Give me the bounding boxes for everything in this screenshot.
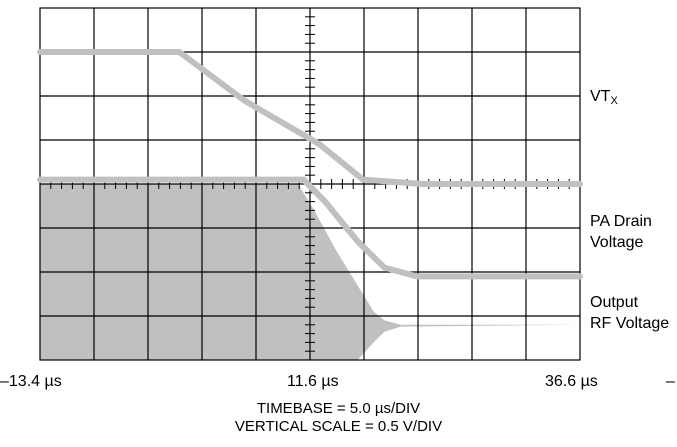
x-tick-label-left: –13.4 µs bbox=[0, 373, 62, 390]
x-tick-label-right: 36.6 µs bbox=[545, 373, 598, 390]
vtx-trace-label: VTX bbox=[590, 87, 618, 111]
vtx-trace bbox=[37, 49, 583, 187]
pa-drain-voltage-trace bbox=[37, 176, 583, 280]
pa-drain-label-line2: Voltage bbox=[590, 234, 644, 251]
timebase-note: TIMEBASE = 5.0 µs/DIV bbox=[256, 400, 421, 417]
vertical-scale-note: VERTICAL SCALE = 0.5 V/DIV bbox=[234, 418, 443, 435]
vtx-label-main: VT bbox=[590, 88, 611, 105]
trace-lines-layer bbox=[37, 49, 583, 280]
pa-drain-label-line1: PA Drain bbox=[590, 213, 652, 230]
x-tick-label-mid: 11.6 µs bbox=[287, 373, 339, 390]
vtx-label-subscript: X bbox=[610, 95, 618, 107]
output-label-line2: RF Voltage bbox=[590, 315, 670, 332]
x-edge-dash: – bbox=[666, 373, 675, 390]
output-label-line1: Output bbox=[590, 294, 639, 311]
